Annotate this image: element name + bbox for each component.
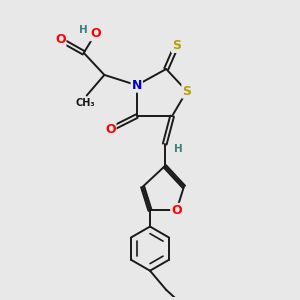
Text: H: H xyxy=(174,144,183,154)
Text: O: O xyxy=(90,27,101,40)
Text: N: N xyxy=(132,79,142,92)
Text: S: S xyxy=(182,85,191,98)
Text: CH₃: CH₃ xyxy=(75,98,95,108)
Text: S: S xyxy=(172,39,181,52)
Text: O: O xyxy=(171,204,182,217)
Text: O: O xyxy=(105,123,116,136)
Text: O: O xyxy=(55,33,65,46)
Text: H: H xyxy=(79,25,87,35)
